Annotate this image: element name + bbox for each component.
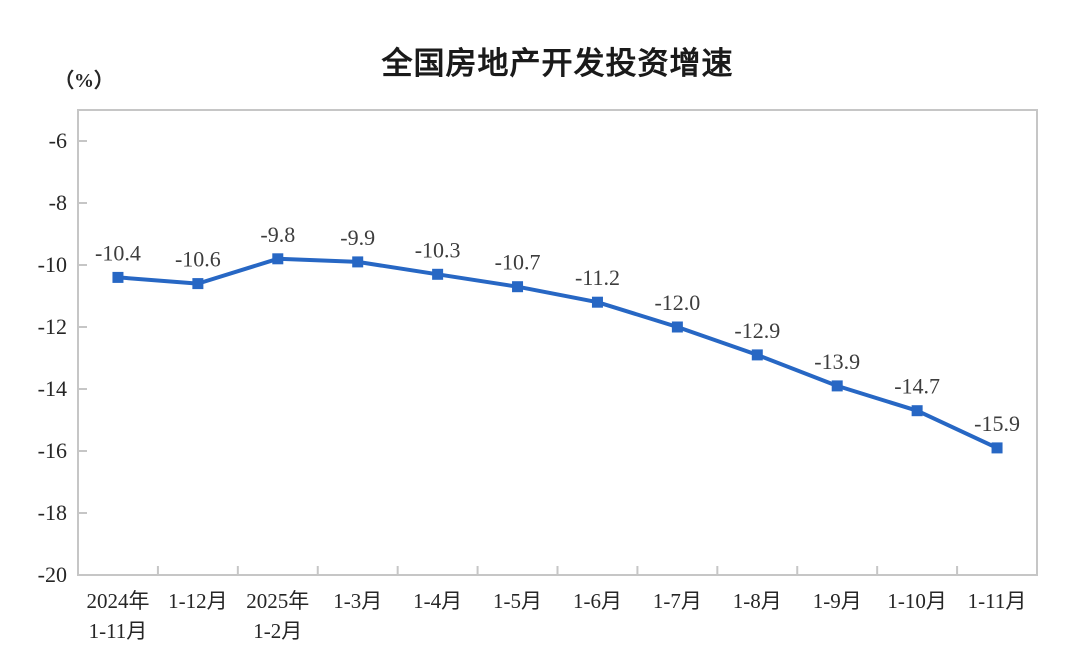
y-axis-tick-label: -16	[38, 438, 67, 463]
data-label: -13.9	[814, 349, 860, 374]
data-label: -11.2	[575, 265, 620, 290]
x-axis-category-label: 2025年	[246, 589, 309, 613]
data-label: -12.9	[734, 318, 780, 343]
x-axis-category-label: 1-6月	[573, 589, 622, 613]
data-label: -12.0	[654, 290, 700, 315]
data-point	[911, 405, 923, 417]
data-label: -10.6	[175, 247, 221, 272]
y-axis-tick-label: -14	[38, 376, 67, 401]
x-axis-category-label: 2024年	[86, 589, 149, 613]
data-point	[272, 253, 284, 265]
y-axis-tick-label: -12	[38, 314, 67, 339]
data-point	[352, 256, 364, 268]
plot-border	[77, 109, 1038, 576]
y-axis-tick-label: -8	[49, 190, 67, 215]
x-axis-category-label: 1-2月	[253, 619, 302, 643]
y-axis-tick-label: -20	[38, 562, 67, 587]
x-axis-category-label: 1-9月	[813, 589, 862, 613]
data-point	[671, 321, 683, 333]
x-axis-category-label: 1-4月	[413, 589, 462, 613]
x-axis-category-label: 1-7月	[653, 589, 702, 613]
data-point	[112, 271, 124, 283]
y-axis-tick-label: -18	[38, 500, 67, 525]
data-label: -9.8	[260, 222, 295, 247]
chart-title: 全国房地产开发投资增速	[381, 46, 734, 81]
x-axis-category-label: 1-8月	[733, 589, 782, 613]
data-point	[751, 349, 763, 361]
data-point	[192, 278, 204, 290]
data-point	[591, 296, 603, 308]
x-axis-category-label: 1-12月	[168, 589, 228, 613]
series-line	[116, 256, 999, 450]
data-label: -10.7	[495, 250, 541, 275]
y-axis-unit-label: （%）	[54, 70, 114, 92]
data-point	[432, 268, 444, 280]
data-label: -15.9	[974, 411, 1020, 436]
data-label: -14.7	[894, 374, 940, 399]
x-axis-category-label: 1-11月	[89, 619, 148, 643]
data-point	[512, 281, 524, 293]
data-point	[831, 380, 843, 392]
data-label: -10.4	[95, 240, 141, 265]
x-axis-category-label: 1-10月	[887, 589, 947, 613]
y-axis-tick-label: -6	[49, 128, 67, 153]
y-axis-tick-label: -10	[38, 252, 67, 277]
x-axis-category-label: 1-3月	[333, 589, 382, 613]
x-axis-category-label: 1-11月	[968, 589, 1027, 613]
x-axis-category-label: 1-5月	[493, 589, 542, 613]
data-label: -9.9	[340, 225, 375, 250]
data-label: -10.3	[415, 237, 461, 262]
data-point	[991, 442, 1003, 454]
